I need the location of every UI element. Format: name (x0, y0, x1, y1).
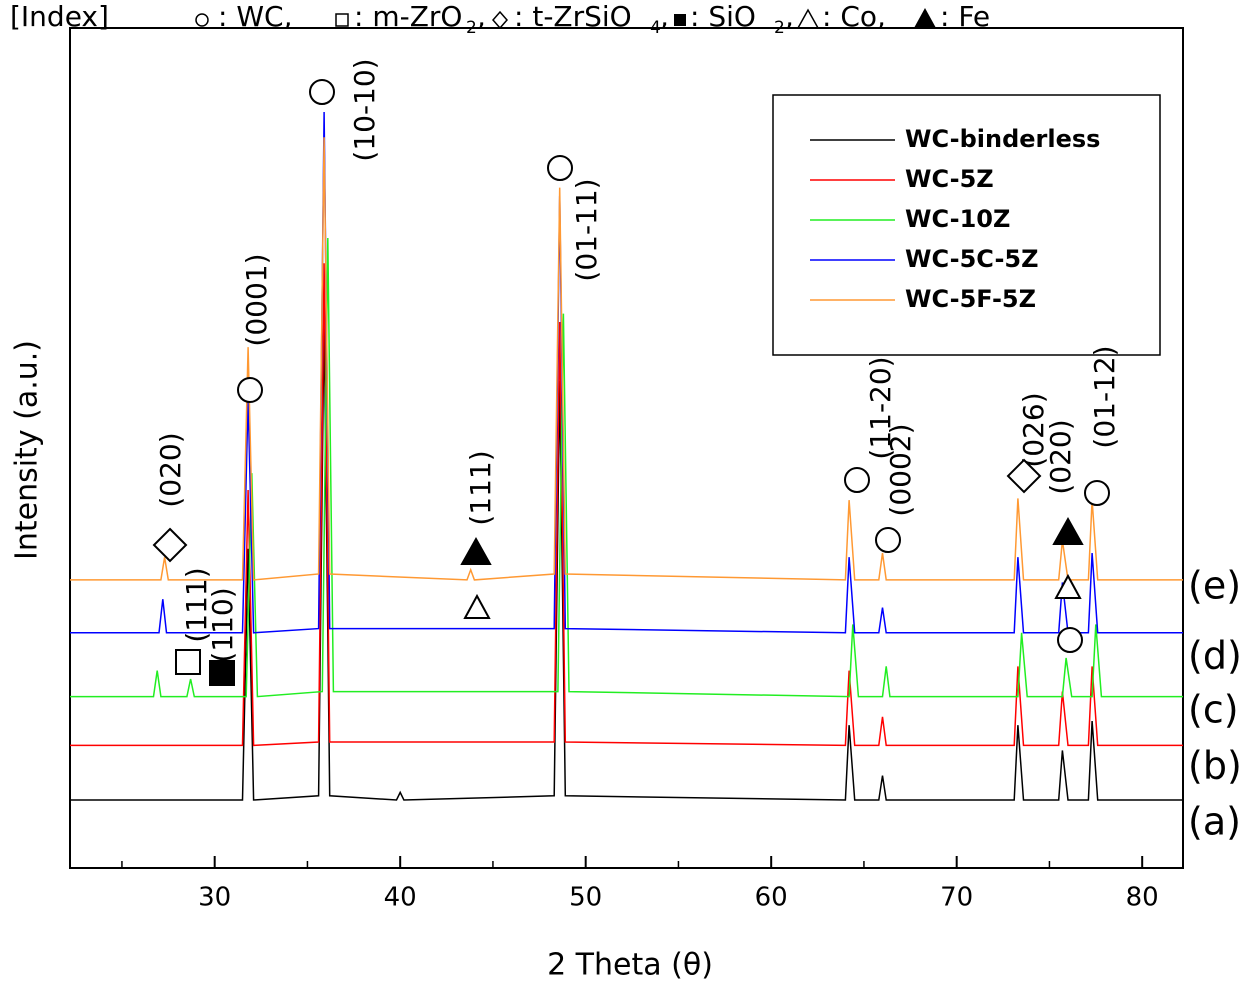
curve-label: (d) (1188, 634, 1242, 678)
peak-label: (10-10) (348, 58, 381, 161)
index-subscript: 4 (650, 18, 661, 38)
symbol-triangle (1054, 573, 1082, 599)
curve-label: (a) (1188, 800, 1241, 844)
series-line (70, 313, 1183, 801)
legend-label: WC-5C-5Z (905, 245, 1039, 273)
peak-label: (0002) (884, 423, 917, 516)
legend-box (772, 94, 1161, 356)
index-text: : m-ZrO (354, 0, 462, 33)
index-text: : t-ZrSiO (514, 0, 632, 33)
legend-label: WC-5F-5Z (905, 285, 1036, 313)
symbol-square (335, 13, 349, 27)
x-tick-label: 30 (198, 883, 231, 913)
x-tick-label: 40 (384, 883, 417, 913)
index-text: , (785, 0, 794, 33)
index-text: , (660, 0, 669, 33)
index-text: : Co, (822, 0, 886, 33)
peak-label: (01-12) (1088, 345, 1121, 448)
index-text: , (477, 0, 486, 33)
y-axis-title: Intensity (a.u.) (10, 340, 45, 560)
curve-label: (e) (1188, 564, 1241, 608)
symbol-triangle (796, 8, 820, 29)
index-text: : SiO (690, 0, 756, 33)
curve-label: (b) (1188, 744, 1242, 788)
x-tick-label: 50 (569, 883, 602, 913)
symbol-square (175, 649, 201, 675)
legend-label: WC-5Z (905, 165, 994, 193)
peak-label: (026) (1017, 392, 1050, 467)
peak-label: (020) (1044, 419, 1077, 494)
peak-label: (0001) (240, 253, 273, 346)
symbol-circle (875, 527, 901, 553)
index-text: : Fe (940, 0, 990, 33)
index-text: [Index] (10, 0, 109, 33)
curve-label: (c) (1188, 688, 1239, 732)
symbol-circle (844, 467, 870, 493)
index-text: : WC, (218, 0, 292, 33)
legend-label: WC-10Z (905, 205, 1010, 233)
series-line (70, 111, 1183, 634)
legend: WC-binderless WC-5Z WC-10Z WC-5C-5Z WC-5F-5Z (772, 94, 1161, 356)
peak-label: (111) (464, 450, 497, 525)
peak-label: (01-11) (570, 178, 603, 281)
peak-label: (020) (154, 432, 187, 507)
series-line (70, 237, 1183, 698)
symbol-diamond (152, 527, 188, 563)
symbol-circle (237, 377, 263, 403)
x-tick-label: 80 (1126, 883, 1159, 913)
symbol-filled-square (209, 660, 235, 686)
symbol-diamond (1006, 458, 1042, 494)
series-line (70, 263, 1183, 747)
legend-label: WC-binderless (905, 125, 1100, 153)
peak-label: (110) (206, 587, 239, 662)
peak-label: (11-20) (864, 356, 897, 459)
symbol-diamond (492, 10, 508, 30)
x-axis-title: 2 Theta (θ) (547, 948, 713, 983)
symbol-circle (1084, 480, 1110, 506)
x-tick-label: 60 (755, 883, 788, 913)
symbol-filled-square (674, 14, 686, 26)
plot-frame (69, 27, 1184, 869)
x-tick-label: 70 (940, 883, 973, 913)
symbol-circle (547, 155, 573, 181)
index-subscript: 2 (466, 18, 477, 38)
symbol-circle (1057, 627, 1083, 653)
symbol-circle (309, 79, 335, 105)
peak-label: (111) (180, 567, 213, 642)
symbol-filled-triangle (460, 536, 492, 565)
index-subscript: 2 (774, 18, 785, 38)
symbol-filled-triangle (1052, 516, 1084, 545)
index-legend: [Index] : WC, : m-ZrO 2 , : t-ZrSiO 4 , … (10, 0, 990, 38)
symbol-triangle (463, 593, 491, 619)
peak-symbols (152, 79, 1110, 686)
symbol-filled-triangle (914, 8, 936, 28)
symbol-circle (195, 13, 209, 27)
